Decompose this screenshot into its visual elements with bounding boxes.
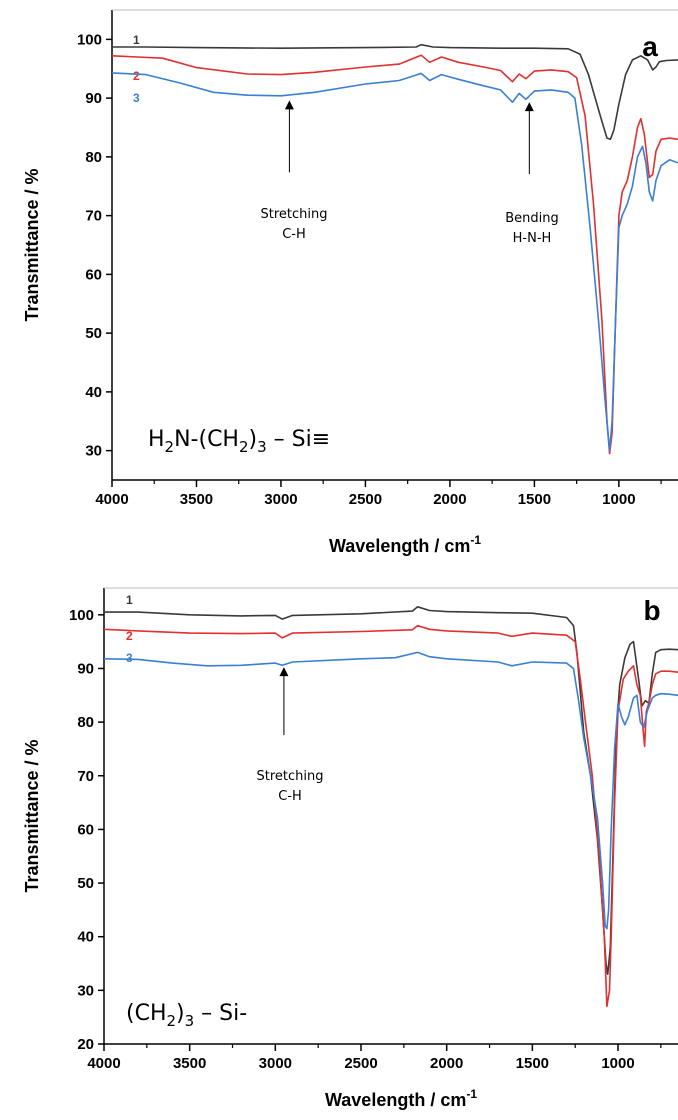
formula-text: – Si-: [194, 1001, 247, 1026]
x-axis-label: Wavelength / cm-1: [329, 533, 481, 556]
annotation-arrow-head: [284, 100, 294, 110]
x-tick-label: 3500: [173, 1055, 206, 1072]
series-line-2: [103, 624, 678, 1008]
annotation-label: Bending: [505, 211, 559, 226]
y-tick-label: 20: [77, 1036, 94, 1053]
chemical-formula: H2N-(CH2)3 – Si≡: [148, 427, 330, 456]
x-tick-label: 3000: [259, 1055, 292, 1072]
x-tick-label: 2000: [433, 491, 466, 508]
series-line-3: [103, 651, 678, 930]
y-axis-label: Transmittance / %: [22, 739, 42, 892]
y-axis-label: Transmittance / %: [22, 168, 42, 321]
y-tick-label: 40: [77, 929, 94, 946]
panel-label: a: [642, 31, 658, 62]
y-tick-label: 70: [85, 208, 102, 225]
formula-text: H: [148, 427, 165, 452]
series-label-1: 1: [126, 593, 133, 607]
x-tick-label: 2000: [430, 1055, 463, 1072]
x-axis-label-text: Wavelength / cm: [329, 536, 470, 556]
chart-panel-a: 100 90 80 70 60 50 40 30 4000 3500 3000 2500 2000 150…: [22, 9, 678, 556]
series-line-1: [104, 606, 678, 976]
x-tick-label: 2500: [349, 491, 382, 508]
formula-text: – Si≡: [267, 427, 331, 452]
x-tick-label: 4000: [87, 1055, 120, 1072]
y-tick-label: 80: [85, 149, 102, 166]
formula-text: ): [176, 1001, 185, 1026]
annotation-label: C-H: [282, 227, 306, 242]
series-line-3: [111, 72, 678, 452]
x-axis-label-superscript: -1: [466, 1087, 477, 1101]
y-tick-label: 40: [85, 384, 102, 401]
x-tick-label: 3000: [264, 491, 297, 508]
annotation-label: Stretching: [257, 769, 324, 784]
y-tick-label: 90: [85, 90, 102, 107]
chemical-formula: (CH2)3 – Si-: [126, 1001, 247, 1030]
x-tick-label: 1500: [518, 491, 551, 508]
annotation-label: Stretching: [261, 207, 328, 222]
series-label-2: 2: [133, 69, 140, 83]
y-tick-label: 50: [85, 325, 102, 342]
y-tick-label: 30: [77, 982, 94, 999]
annotation-arrow-head: [279, 667, 289, 677]
series-label-3: 3: [133, 91, 140, 105]
series-label-1: 1: [133, 33, 140, 47]
x-tick-label: 4000: [95, 491, 128, 508]
formula-subscript: 2: [165, 438, 175, 456]
series-label-3: 3: [126, 651, 133, 665]
annotation-arrow-head: [524, 102, 534, 112]
series-line-2: [111, 54, 678, 455]
series-line-1: [112, 43, 678, 141]
formula-subscript: 2: [167, 1012, 177, 1030]
formula-subscript: 3: [257, 438, 267, 456]
y-tick-label: 70: [77, 768, 94, 785]
x-axis-label: Wavelength / cm-1: [325, 1087, 477, 1110]
x-tick-label: 1000: [601, 1055, 634, 1072]
y-tick-label: 30: [85, 443, 102, 460]
annotation-label: H-N-H: [513, 231, 552, 246]
y-tick-label: 50: [77, 875, 94, 892]
x-tick-label: 1000: [602, 491, 635, 508]
annotation-label: C-H: [278, 789, 302, 804]
y-tick-label: 60: [77, 821, 94, 838]
y-tick-label: 90: [77, 660, 94, 677]
x-tick-label: 1500: [516, 1055, 549, 1072]
chart-panel-b: 100 90 80 70 60 50 40 30 20 4000 3500 3000 2500 2000 1…: [22, 587, 678, 1110]
x-tick-label: 3500: [180, 491, 213, 508]
y-tick-label: 100: [69, 607, 94, 624]
y-tick-label: 100: [77, 31, 102, 48]
formula-subscript: 2: [239, 438, 249, 456]
panel-label: b: [643, 595, 660, 626]
y-tick-label: 80: [77, 714, 94, 731]
x-axis-label-text: Wavelength / cm: [325, 1090, 466, 1110]
series-label-2: 2: [126, 629, 133, 643]
formula-text: (CH: [126, 1001, 167, 1026]
x-tick-label: 2500: [344, 1055, 377, 1072]
formula-text: N-(CH: [174, 427, 239, 452]
x-axis-label-superscript: -1: [470, 533, 481, 547]
formula-text: ): [249, 427, 258, 452]
y-tick-label: 60: [85, 266, 102, 283]
formula-subscript: 3: [185, 1012, 195, 1030]
